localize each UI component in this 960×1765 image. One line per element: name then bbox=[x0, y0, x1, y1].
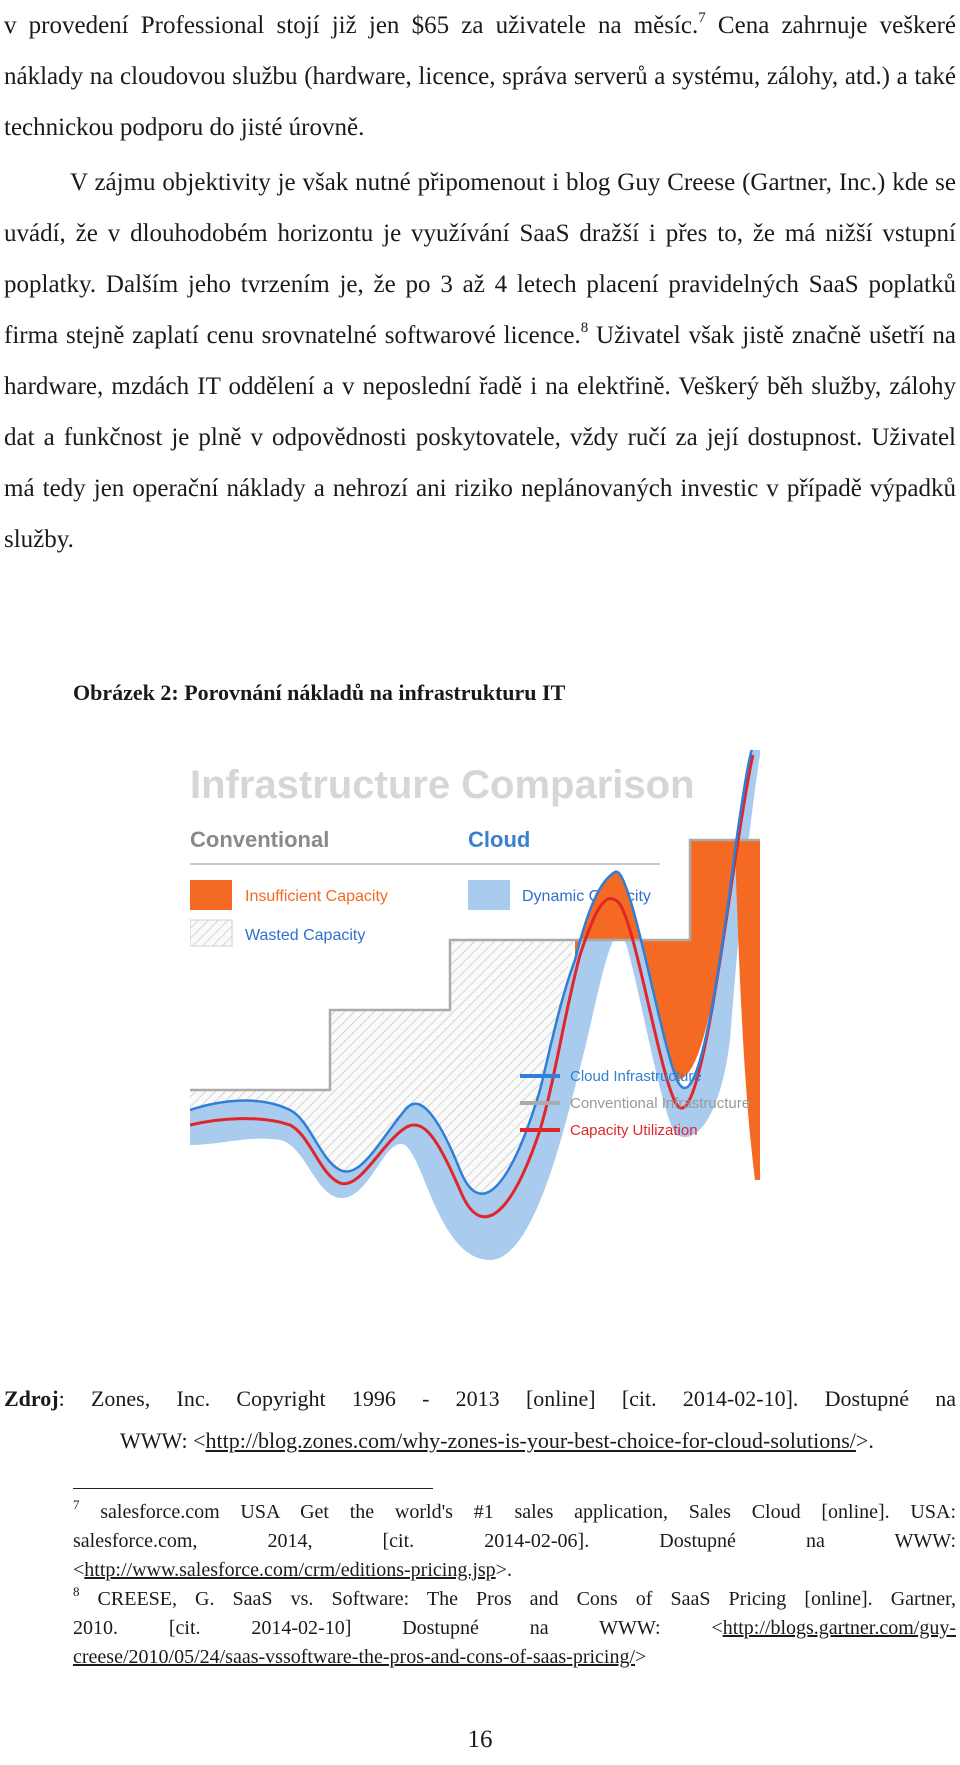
source-label: Zdroj bbox=[4, 1386, 59, 1411]
paragraph-1: v provedení Professional stojí již jen $… bbox=[4, 0, 956, 153]
footnote-7-line-1: 7 salesforce.com USA Get the world's #1 … bbox=[73, 1498, 956, 1527]
legend-capacity-utilization: Capacity Utilization bbox=[570, 1122, 698, 1139]
footnote-8-line-2: 2010. [cit. 2014-02-10] Dostupné na WWW:… bbox=[73, 1614, 956, 1643]
footnote-divider bbox=[73, 1488, 433, 1489]
footnote-ref-8[interactable]: 8 bbox=[580, 320, 589, 336]
footnote-7-number: 7 bbox=[73, 1497, 80, 1512]
footnote-ref-7[interactable]: 7 bbox=[698, 10, 706, 26]
source-line-2: WWW: <http://blog.zones.com/why-zones-is… bbox=[4, 1420, 956, 1462]
source-end: >. bbox=[855, 1428, 874, 1453]
source-link[interactable]: http://blog.zones.com/why-zones-is-your-… bbox=[205, 1428, 856, 1453]
footnote-8-text-2: 2010. [cit. 2014-02-10] Dostupné na WWW:… bbox=[73, 1617, 723, 1639]
footnote-8-end: > bbox=[635, 1646, 647, 1668]
page-number: 16 bbox=[467, 1726, 493, 1753]
figure-source: Zdroj: Zones, Inc. Copyright 1996 - 2013… bbox=[4, 1378, 956, 1462]
footnote-7: 7 salesforce.com USA Get the world's #1 … bbox=[73, 1498, 956, 1585]
figure-graphic: Infrastructure Comparison Conventional C… bbox=[189, 739, 760, 1260]
footnote-8-text-1: CREESE, G. SaaS vs. Software: The Pros a… bbox=[79, 1588, 956, 1610]
legend-conventional-infrastructure: Conventional Infrastructure bbox=[570, 1095, 750, 1112]
insufficient-capacity-area bbox=[575, 840, 760, 1180]
footnote-8-line-3: creese/2010/05/24/saas-vssoftware-the-pr… bbox=[73, 1643, 956, 1672]
paragraph-1-text-b: Cena zahrnuje veškeré náklady na cloudov… bbox=[4, 12, 956, 141]
cloud-infrastructure-line bbox=[189, 739, 757, 1195]
wasted-capacity-swatch bbox=[189, 919, 233, 947]
footnote-7-lt: < bbox=[73, 1559, 85, 1581]
paragraph-2-text-b: Uživatel však jistě značně ušetří na har… bbox=[4, 322, 956, 553]
footnote-7-line-3: <http://www.salesforce.com/crm/editions-… bbox=[73, 1556, 956, 1585]
insufficient-capacity-swatch bbox=[190, 880, 232, 910]
footnote-8-link-part-1[interactable]: http://blogs.gartner.com/guy- bbox=[722, 1617, 956, 1639]
cloud-heading: Cloud bbox=[468, 827, 530, 852]
footnote-8-link-part-2[interactable]: creese/2010/05/24/saas-vssoftware-the-pr… bbox=[73, 1646, 636, 1668]
source-line-1: Zdroj: Zones, Inc. Copyright 1996 - 2013… bbox=[4, 1378, 956, 1420]
footnote-8: 8 CREESE, G. SaaS vs. Software: The Pros… bbox=[73, 1585, 956, 1672]
legend-wasted-capacity: Wasted Capacity bbox=[245, 927, 365, 944]
legend-cloud-infrastructure: Cloud Infrastructure bbox=[570, 1068, 702, 1085]
conventional-heading: Conventional bbox=[190, 827, 329, 852]
dynamic-capacity-swatch bbox=[468, 880, 510, 910]
footnote-7-link[interactable]: http://www.salesforce.com/crm/editions-p… bbox=[84, 1559, 496, 1581]
wasted-capacity-area bbox=[190, 940, 575, 1194]
paragraph-2-text-a: V zájmu objektivity je však nutné připom… bbox=[4, 169, 956, 349]
paragraph-1-text-a: v provedení Professional stojí již jen $… bbox=[4, 12, 699, 39]
footnote-7-line-2: salesforce.com, 2014, [cit. 2014-02-06].… bbox=[73, 1530, 956, 1552]
footnote-8-number: 8 bbox=[73, 1584, 80, 1599]
source-www: WWW: < bbox=[120, 1428, 206, 1453]
figure-title: Infrastructure Comparison bbox=[190, 763, 695, 807]
infrastructure-comparison-figure: Infrastructure Comparison Conventional C… bbox=[189, 739, 920, 1320]
legend-insufficient-capacity: Insufficient Capacity bbox=[245, 888, 388, 905]
paragraph-2: V zájmu objektivity je však nutné připom… bbox=[4, 157, 956, 565]
footnote-8-line-1: 8 CREESE, G. SaaS vs. Software: The Pros… bbox=[73, 1585, 956, 1614]
footnote-7-end: >. bbox=[495, 1559, 512, 1581]
footnote-7-text-1: salesforce.com USA Get the world's #1 sa… bbox=[79, 1501, 956, 1523]
conventional-infrastructure-line bbox=[190, 838, 760, 1092]
source-text: : Zones, Inc. Copyright 1996 - 2013 [onl… bbox=[58, 1386, 956, 1411]
figure-caption: Obrázek 2: Porovnání nákladů na infrastr… bbox=[73, 680, 566, 705]
